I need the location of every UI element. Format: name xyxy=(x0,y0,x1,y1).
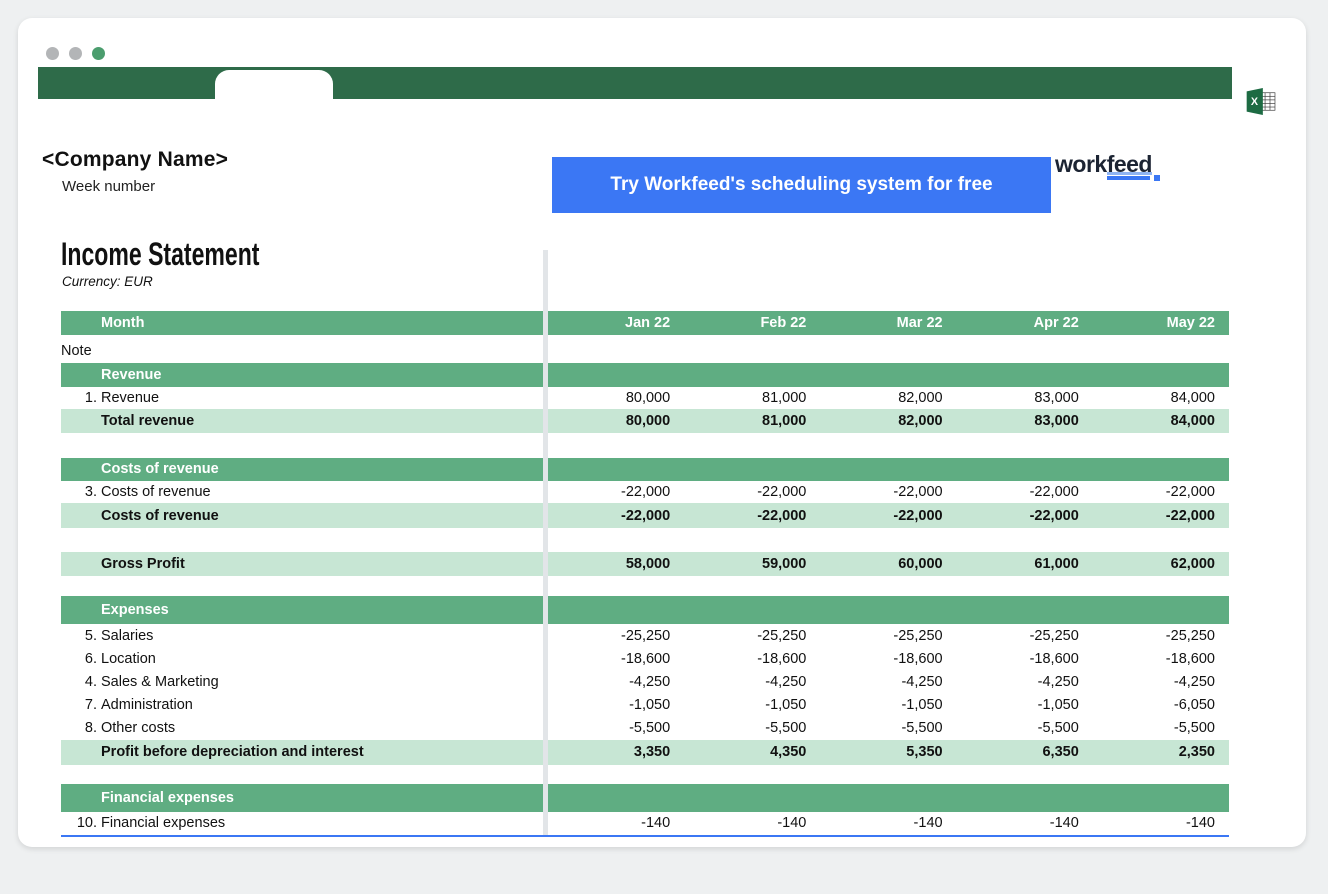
svg-text:X: X xyxy=(1251,96,1259,108)
